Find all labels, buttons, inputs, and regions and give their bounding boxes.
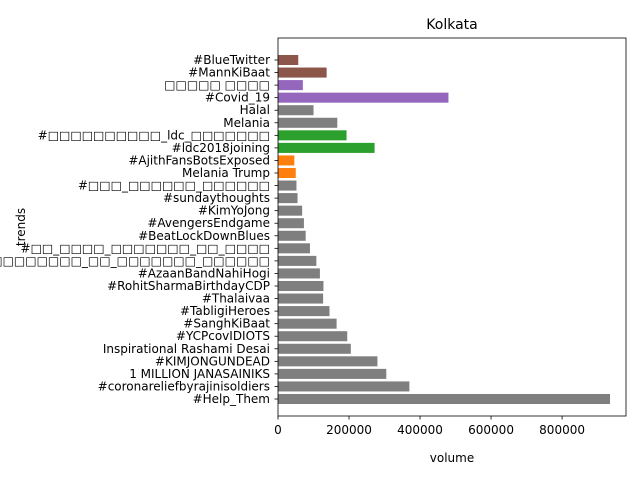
bar xyxy=(278,92,449,103)
bar xyxy=(278,343,351,354)
y-tick-label: #coronareliefbyrajinisoldiers xyxy=(98,379,270,393)
bar xyxy=(278,381,410,392)
y-tick-label: #□□□□□□□□□□_ldc_□□□□□□□ xyxy=(38,128,270,142)
y-tick-label: #Help_Them xyxy=(193,392,270,406)
bar xyxy=(278,306,330,317)
y-tick-label: Melania xyxy=(223,116,270,130)
bar xyxy=(278,268,320,279)
bar xyxy=(278,67,327,78)
y-tick-label: Inspirational Rashami Desai xyxy=(103,342,270,356)
bars-group xyxy=(278,54,611,405)
x-tick-label: 600000 xyxy=(468,423,514,437)
y-tick-label: #KIMJONGUNDEAD xyxy=(155,354,270,368)
bar xyxy=(278,356,378,367)
plot-frame xyxy=(277,37,627,417)
bar xyxy=(278,393,611,405)
x-tick-label: 800000 xyxy=(539,423,585,437)
bar xyxy=(278,54,299,66)
y-tick-label: #AzaanBandNahiHogi xyxy=(138,266,270,280)
bar xyxy=(278,368,387,379)
y-tick-label: #AjithFansBotsExposed xyxy=(128,153,270,167)
y-axis-label: trends xyxy=(14,208,28,246)
bar xyxy=(278,193,298,204)
y-tick-label: #AvengersEndgame xyxy=(147,216,270,230)
y-tick-label: #□□□_□□□□□□_□□□□□□ xyxy=(78,179,270,193)
y-tick-label: #Covid_19 xyxy=(205,91,270,105)
bar xyxy=(278,117,338,128)
bar xyxy=(278,318,337,329)
bar xyxy=(278,130,347,141)
y-tick-label: #KimYoJong xyxy=(198,204,270,218)
bar xyxy=(278,293,324,304)
y-tick-label: 1 MILLION JANASAINIKS xyxy=(129,367,270,381)
bar xyxy=(278,331,348,342)
bar xyxy=(278,167,296,179)
y-tick-label: #SanghKiBaat xyxy=(183,317,270,331)
bar xyxy=(278,255,317,266)
bar xyxy=(278,142,375,153)
y-tick-label: Halal xyxy=(240,103,270,117)
x-tick-label: 200000 xyxy=(326,423,372,437)
y-tick-label: #sundaythoughts xyxy=(163,191,270,205)
y-tick-label: #Thalaivaa xyxy=(202,292,270,306)
chart-title: Kolkata xyxy=(426,17,477,33)
bar xyxy=(278,180,297,191)
y-tick-label: #YCPcovIDIOTS xyxy=(176,329,270,343)
bar xyxy=(278,155,295,166)
x-tick-label: 400000 xyxy=(397,423,443,437)
bar xyxy=(278,80,303,91)
y-tick-label: Melania Trump xyxy=(182,166,270,180)
y-ticks-group: #Help_Them#coronareliefbyrajinisoldiers1… xyxy=(0,53,278,406)
y-tick-label: #BeatLockDownBlues xyxy=(138,229,270,243)
x-ticks-group: 0 200000 400000 600000 800000 xyxy=(274,416,585,437)
bar xyxy=(278,218,304,229)
y-tick-label: #□□□□□□□□□□□□□_□□_□□□□□□□_□□□□□□ xyxy=(0,254,270,268)
bar xyxy=(278,230,306,241)
x-tick-label: 0 xyxy=(274,423,282,437)
y-tick-label: #BlueTwitter xyxy=(193,53,270,67)
bar xyxy=(278,205,303,216)
y-tick-label: #TabligiHeroes xyxy=(180,304,270,318)
y-tick-label: #MannKiBaat xyxy=(188,66,270,80)
bar xyxy=(278,280,324,292)
bar xyxy=(278,243,310,254)
bar xyxy=(278,105,314,116)
y-tick-label: □□□□□ □□□□ xyxy=(164,78,270,92)
y-tick-label: #RohitSharmaBirthdayCDP xyxy=(107,279,270,293)
x-axis-label: volume xyxy=(430,451,474,465)
y-tick-label: #□□_□□□□_□□□□□□□_□□_□□□□ xyxy=(21,241,270,255)
y-tick-label: #ldc2018joining xyxy=(172,141,270,155)
